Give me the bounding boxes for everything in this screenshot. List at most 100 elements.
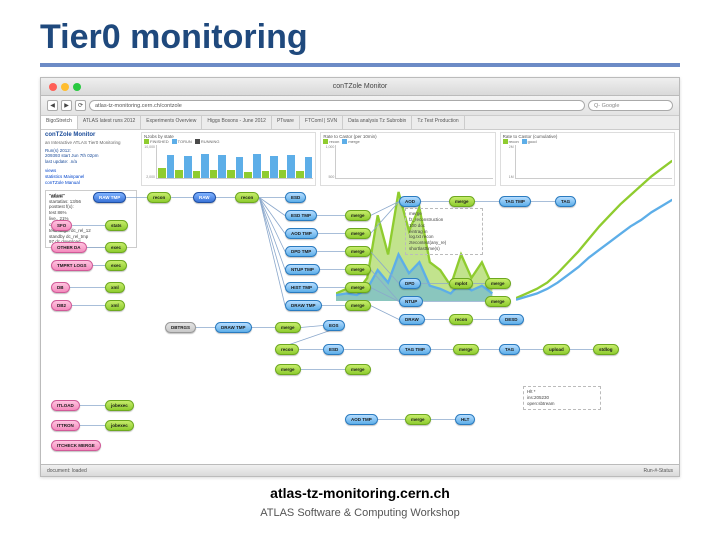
url-input[interactable]: atlas-tz-monitoring.cern.ch/contzole: [89, 100, 585, 111]
status-left: document: loaded: [47, 468, 87, 474]
node-g4[interactable]: xml: [105, 282, 125, 293]
node-aod[interactable]: AOD: [399, 196, 421, 207]
node-m9[interactable]: merge: [275, 364, 301, 375]
node-aodtmp[interactable]: AOD TMP: [285, 228, 318, 239]
node-ittron[interactable]: ITTRON: [51, 420, 80, 431]
node-g3[interactable]: exec: [105, 260, 127, 271]
node-draw[interactable]: DRAW: [399, 314, 425, 325]
node-esdtmp[interactable]: ESD TMP: [285, 210, 317, 221]
close-icon[interactable]: [49, 83, 57, 91]
node-tmprtlog[interactable]: TMPRT LOGS: [51, 260, 93, 271]
node-tagtmp2[interactable]: TAG TMP: [399, 344, 431, 355]
reload-button[interactable]: ⟳: [75, 100, 86, 111]
sidebar-link[interactable]: conTZole Manual: [45, 180, 137, 186]
node-m6[interactable]: merge: [345, 300, 371, 311]
node-m11[interactable]: merge: [453, 344, 479, 355]
node-recon1[interactable]: recon: [147, 192, 171, 203]
browser-tab[interactable]: ATLAS latest runs 2012: [78, 116, 141, 129]
node-g2[interactable]: exec: [105, 242, 127, 253]
node-aodtmp2[interactable]: AOD TMP: [345, 414, 378, 425]
node-raw[interactable]: RAW: [193, 192, 216, 203]
sidebar-links: viewsstatistics MainpanelconTZole Manual: [45, 168, 137, 186]
node-m4[interactable]: merge: [345, 264, 371, 275]
node-m3[interactable]: merge: [345, 246, 371, 257]
node-m7[interactable]: merge: [449, 196, 475, 207]
node-drawtmp2[interactable]: DRAW TMP: [215, 322, 252, 333]
node-stdlog[interactable]: stdlog: [593, 344, 619, 355]
node-gx1[interactable]: jobexec: [105, 400, 134, 411]
node-otherda[interactable]: OTHER DA: [51, 242, 87, 253]
node-drawtmp[interactable]: DRAW TMP: [285, 300, 322, 311]
node-m8[interactable]: merge: [275, 322, 301, 333]
node-tag2[interactable]: TAG: [499, 344, 520, 355]
slide-title: Tier0 monitoring: [40, 18, 680, 57]
node-upload[interactable]: upload: [543, 344, 570, 355]
slide-footer: ATLAS Software & Computing Workshop: [40, 507, 680, 519]
window-title: conTZole Monitor: [41, 78, 679, 96]
forward-button[interactable]: ▶: [61, 100, 72, 111]
node-recon4[interactable]: recon: [275, 344, 299, 355]
node-eos[interactable]: EOS: [323, 320, 345, 331]
node-mplot[interactable]: mplot: [449, 278, 473, 289]
sidebar-text: last update: .n/a: [45, 159, 137, 165]
info-box: Hlt *ins:205230open:sbtream: [523, 386, 601, 410]
node-gx2[interactable]: jobexec: [105, 420, 134, 431]
browser-tab[interactable]: PTware: [272, 116, 300, 129]
node-tag[interactable]: TAG: [555, 196, 576, 207]
chart: Rate to Castor (cumulative)recongood2M1M: [500, 132, 675, 186]
browser-tab[interactable]: Higgs Bosons - June 2012: [202, 116, 272, 129]
browser-tab[interactable]: Tz Test Production: [412, 116, 464, 129]
node-itload[interactable]: ITLOAD: [51, 400, 80, 411]
node-tagtmp[interactable]: TAG TMP: [499, 196, 531, 207]
node-g5[interactable]: xml: [105, 300, 125, 311]
tab-bar: BigoStretchATLAS latest runs 2012Experim…: [41, 116, 679, 130]
back-button[interactable]: ◀: [47, 100, 58, 111]
browser-toolbar: ◀ ▶ ⟳ atlas-tz-monitoring.cern.ch/contzo…: [41, 96, 679, 116]
status-right: Run-#-Status: [644, 468, 673, 474]
node-recon2[interactable]: recon: [235, 192, 259, 203]
node-sfo[interactable]: SFO: [51, 220, 72, 231]
zoom-icon[interactable]: [73, 83, 81, 91]
page-content: conTZole Monitor an Interactive ATLAS Ti…: [41, 130, 679, 464]
node-m10[interactable]: merge: [345, 364, 371, 375]
browser-tab[interactable]: BigoStretch: [41, 116, 78, 129]
node-m14[interactable]: merge: [485, 296, 511, 307]
window-chrome: conTZole Monitor: [41, 78, 679, 96]
chart: NJobs by stateFINISHEDTORUNRUNNING10,000…: [141, 132, 316, 186]
browser-tab[interactable]: FTComl | SVN: [300, 116, 343, 129]
search-input[interactable]: Q- Google: [588, 100, 673, 111]
status-bar: document: loaded Run-#-Status: [41, 464, 679, 476]
divider: [40, 63, 680, 67]
node-dpd[interactable]: DPD: [399, 278, 421, 289]
sidebar-header: conTZole Monitor: [45, 132, 137, 140]
node-desd[interactable]: DESD: [499, 314, 524, 325]
node-ntuptmp1[interactable]: NTUP TMP: [285, 264, 320, 275]
minimize-icon[interactable]: [61, 83, 69, 91]
node-esd2[interactable]: ESD: [323, 344, 344, 355]
node-g1[interactable]: stats: [105, 220, 128, 231]
run-block: Run(s) 2012:209393 start Jun 7th 02pmlas…: [45, 148, 137, 166]
region-label: BULK: [51, 194, 63, 199]
chart: Rate to Castor (per 10min)reconmerge1,00…: [320, 132, 495, 186]
node-itcheck[interactable]: ITCHECK MERGE: [51, 440, 101, 451]
node-db[interactable]: DB: [51, 282, 70, 293]
browser-tab[interactable]: Data analysis Tz Subrobin: [343, 116, 412, 129]
info-box: mergefz_reconstruction100 doceintrag inl…: [405, 208, 483, 255]
node-m2[interactable]: merge: [345, 228, 371, 239]
node-db2[interactable]: DB2: [51, 300, 72, 311]
node-m12[interactable]: merge: [405, 414, 431, 425]
node-hlt[interactable]: HLT: [455, 414, 475, 425]
url-label: atlas-tz-monitoring.cern.ch: [40, 485, 680, 501]
node-dpdtmp[interactable]: DPD TMP: [285, 246, 317, 257]
browser-tab[interactable]: Experiments Overview: [141, 116, 202, 129]
sidebar-subheader: an Interactive ATLAS Tier0 Monitoring: [45, 140, 137, 146]
node-histtmp[interactable]: HIST TMP: [285, 282, 318, 293]
node-m1[interactable]: merge: [345, 210, 371, 221]
node-esd[interactable]: ESD: [285, 192, 306, 203]
node-m5[interactable]: merge: [345, 282, 371, 293]
node-m13[interactable]: merge: [485, 278, 511, 289]
node-recon3[interactable]: recon: [449, 314, 473, 325]
node-ntup[interactable]: NTUP: [399, 296, 423, 307]
node-rawtmp1[interactable]: RAW TMP: [93, 192, 126, 203]
node-dbtrgs[interactable]: DBTRGS: [165, 322, 196, 333]
